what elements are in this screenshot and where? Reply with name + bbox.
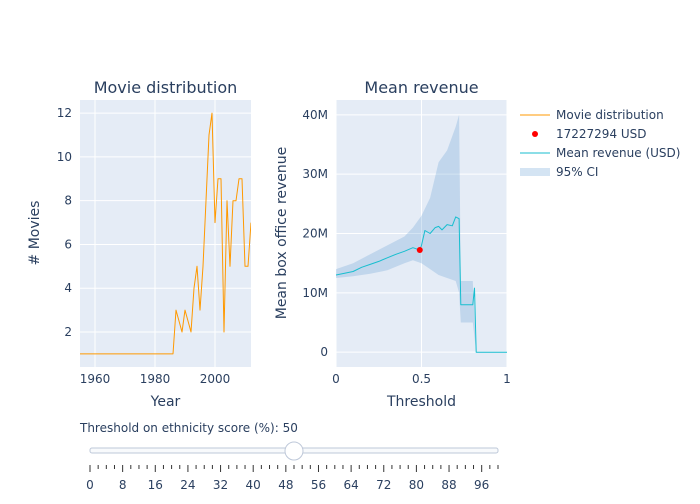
legend-item[interactable]: 95% CI bbox=[520, 165, 598, 179]
xaxis-title-threshold: Threshold bbox=[386, 394, 456, 410]
slider-tick-label: 16 bbox=[148, 478, 163, 492]
plot-bg-left bbox=[80, 100, 251, 367]
y-tick-label: 8 bbox=[64, 194, 72, 208]
yaxis-title-revenue: Mean box office revenue bbox=[274, 147, 290, 320]
slider-tick-label: 24 bbox=[180, 478, 195, 492]
slider-tick-label: 8 bbox=[119, 478, 127, 492]
y-tick-label: 4 bbox=[64, 281, 72, 295]
legend-swatch-band bbox=[520, 168, 550, 176]
slider-tick-label: 88 bbox=[441, 478, 456, 492]
x-tick-label: 0 bbox=[332, 372, 340, 386]
chart-marks bbox=[80, 112, 507, 355]
slider-tick-label: 80 bbox=[409, 478, 424, 492]
slider-label: Threshold on ethnicity score (%): 50 bbox=[79, 421, 298, 435]
xaxis-title-year: Year bbox=[150, 394, 181, 410]
threshold-slider[interactable]: 0 8 16 24 32 40 48 56 64 72 80 88 96 bbox=[86, 441, 499, 492]
y-tick-label: 0 bbox=[320, 345, 328, 359]
y-tick-label: 30M bbox=[302, 167, 328, 181]
y-tick-label: 10 bbox=[57, 150, 72, 164]
y-tick-label: 20M bbox=[302, 227, 328, 241]
x-tick-label: 1960 bbox=[80, 372, 111, 386]
legend-label: Movie distribution bbox=[556, 108, 664, 122]
legend-label: 17227294 USD bbox=[556, 127, 647, 141]
slider-tick-label: 32 bbox=[213, 478, 228, 492]
slider-tick-label: 56 bbox=[311, 478, 326, 492]
slider-handle[interactable] bbox=[284, 441, 304, 461]
slider-tick-label: 48 bbox=[278, 478, 293, 492]
chart-title-distribution: Movie distribution bbox=[94, 78, 238, 97]
legend[interactable]: Movie distribution 17227294 USD Mean reven… bbox=[520, 108, 680, 179]
y-tick-label: 40M bbox=[302, 108, 328, 122]
series-line bbox=[80, 112, 251, 355]
slider-tick-label: 0 bbox=[86, 478, 94, 492]
x-tick-label: 0.5 bbox=[412, 372, 431, 386]
legend-item[interactable]: Movie distribution bbox=[520, 108, 664, 122]
x-tick-label: 2000 bbox=[200, 372, 231, 386]
x-tick-label: 1980 bbox=[140, 372, 171, 386]
panel-marks bbox=[80, 112, 251, 355]
slider-tick-label: 64 bbox=[343, 478, 358, 492]
slider-tick-label: 72 bbox=[376, 478, 391, 492]
highlight-point[interactable] bbox=[416, 246, 423, 253]
legend-label: Mean revenue (USD) bbox=[556, 146, 680, 160]
slider-tick-label: 40 bbox=[246, 478, 261, 492]
legend-item[interactable]: Mean revenue (USD) bbox=[520, 146, 680, 160]
ci-band bbox=[336, 114, 507, 353]
y-tick-label: 6 bbox=[64, 237, 72, 251]
panel-marks bbox=[336, 114, 507, 353]
grid-lines bbox=[80, 100, 508, 367]
y-tick-label: 10M bbox=[302, 286, 328, 300]
chart-title-revenue: Mean revenue bbox=[364, 78, 478, 97]
x-tick-label: 1 bbox=[503, 372, 511, 386]
slider-tick-label: 96 bbox=[474, 478, 489, 492]
yaxis-title-movies: # Movies bbox=[27, 201, 43, 266]
y-tick-label: 2 bbox=[64, 325, 72, 339]
series-line bbox=[336, 216, 507, 353]
y-tick-label: 12 bbox=[57, 106, 72, 120]
legend-swatch-dot bbox=[532, 131, 538, 137]
legend-label: 95% CI bbox=[556, 165, 598, 179]
legend-item[interactable]: 17227294 USD bbox=[532, 127, 647, 141]
